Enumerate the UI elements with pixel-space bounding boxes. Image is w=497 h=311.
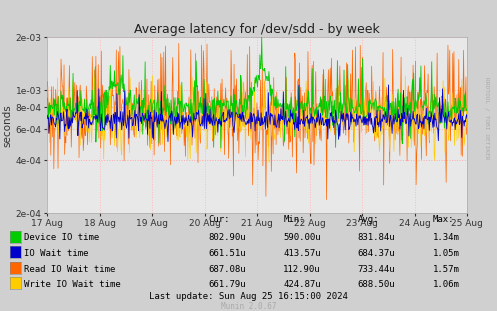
- Y-axis label: seconds: seconds: [3, 104, 13, 146]
- Text: 413.57u: 413.57u: [283, 249, 321, 258]
- Text: Read IO Wait time: Read IO Wait time: [24, 265, 115, 273]
- Text: 661.51u: 661.51u: [209, 249, 247, 258]
- Text: Avg:: Avg:: [358, 215, 379, 224]
- Text: IO Wait time: IO Wait time: [24, 249, 88, 258]
- Text: Cur:: Cur:: [209, 215, 230, 224]
- Text: Write IO Wait time: Write IO Wait time: [24, 280, 121, 289]
- Text: 424.87u: 424.87u: [283, 280, 321, 289]
- Text: RRDTOOL / TOBI OETIKER: RRDTOOL / TOBI OETIKER: [485, 77, 490, 160]
- Title: Average latency for /dev/sdd - by week: Average latency for /dev/sdd - by week: [134, 23, 380, 36]
- Text: 733.44u: 733.44u: [358, 265, 396, 273]
- Text: Min:: Min:: [283, 215, 305, 224]
- Text: 802.90u: 802.90u: [209, 234, 247, 242]
- Text: 112.90u: 112.90u: [283, 265, 321, 273]
- Text: 1.06m: 1.06m: [432, 280, 459, 289]
- Text: 831.84u: 831.84u: [358, 234, 396, 242]
- Text: Device IO time: Device IO time: [24, 234, 99, 242]
- Text: 688.50u: 688.50u: [358, 280, 396, 289]
- Text: Munin 2.0.67: Munin 2.0.67: [221, 302, 276, 311]
- Text: 687.08u: 687.08u: [209, 265, 247, 273]
- Text: 1.05m: 1.05m: [432, 249, 459, 258]
- Text: 590.00u: 590.00u: [283, 234, 321, 242]
- Text: 684.37u: 684.37u: [358, 249, 396, 258]
- Text: Max:: Max:: [432, 215, 454, 224]
- Text: 661.79u: 661.79u: [209, 280, 247, 289]
- Text: 1.34m: 1.34m: [432, 234, 459, 242]
- Text: 1.57m: 1.57m: [432, 265, 459, 273]
- Text: Last update: Sun Aug 25 16:15:00 2024: Last update: Sun Aug 25 16:15:00 2024: [149, 292, 348, 301]
